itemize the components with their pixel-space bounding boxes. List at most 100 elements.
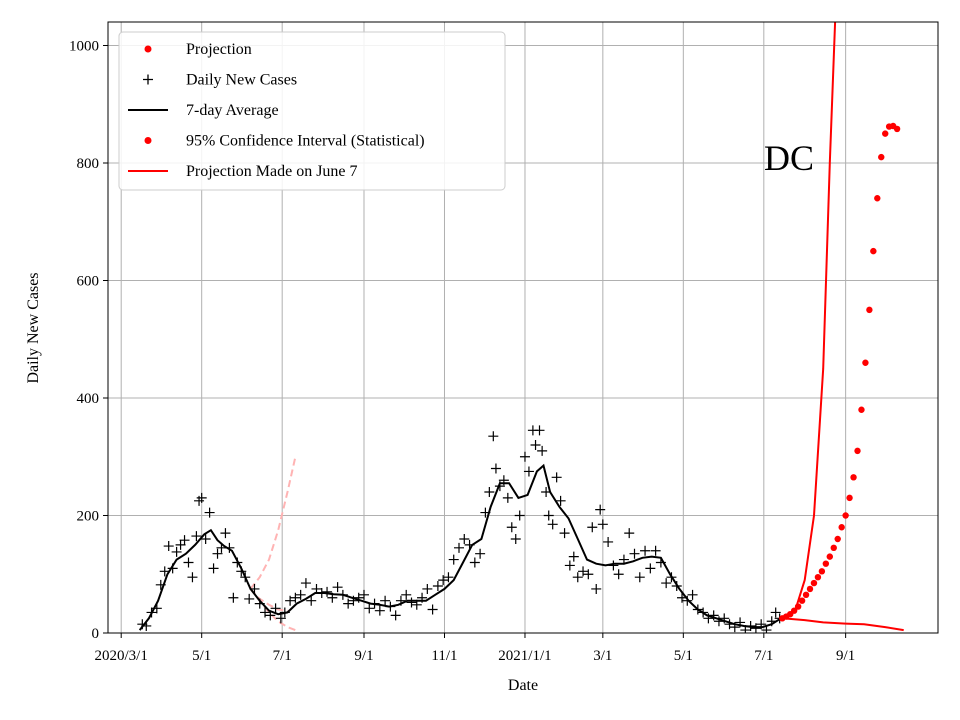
daily-case-marker — [640, 545, 651, 556]
projection-point — [854, 447, 861, 455]
legend-label: 7-day Average — [186, 102, 279, 119]
daily-case-marker — [713, 616, 724, 627]
daily-case-marker — [208, 563, 219, 574]
daily-case-marker — [568, 551, 579, 562]
daily-case-marker — [204, 507, 215, 518]
daily-case-marker — [374, 605, 385, 616]
daily-case-marker — [766, 616, 777, 627]
daily-case-marker — [348, 595, 359, 606]
daily-case-marker — [603, 536, 614, 547]
daily-case-marker — [484, 487, 495, 497]
daily-case-marker — [587, 522, 598, 533]
legend-marker-dot — [144, 45, 152, 53]
daily-case-marker — [671, 581, 682, 591]
projection-point — [866, 306, 873, 314]
daily-case-marker — [519, 451, 530, 462]
projection-point — [806, 585, 814, 593]
daily-case-marker — [137, 619, 148, 630]
daily-case-marker — [724, 619, 735, 630]
daily-case-marker — [650, 545, 661, 556]
daily-case-marker — [708, 610, 719, 621]
daily-case-marker — [756, 619, 767, 630]
x-tick-label: 5/1 — [674, 648, 693, 664]
series-layer — [137, 22, 904, 633]
y-axis-ticks: 0 200 400 600 800 1000 — [69, 39, 108, 642]
95-confidence-interval-statistical-line — [782, 617, 904, 632]
daily-case-marker — [427, 604, 438, 615]
daily-case-marker — [422, 583, 433, 594]
daily-case-marker — [432, 581, 443, 591]
daily-case-marker — [244, 593, 255, 604]
daily-case-marker — [146, 607, 157, 618]
daily-case-marker — [475, 548, 486, 559]
projection-point — [878, 153, 885, 161]
daily-case-marker — [167, 563, 178, 574]
legend-marker-plus — [143, 74, 153, 85]
daily-case-marker — [692, 604, 703, 615]
daily-case-marker — [163, 541, 174, 552]
legend-label: Projection Made on June 7 — [186, 163, 358, 180]
daily-case-marker — [624, 528, 635, 539]
daily-case-marker — [364, 603, 375, 614]
daily-case-marker — [498, 475, 509, 486]
daily-case-marker — [406, 597, 417, 608]
daily-case-marker — [583, 569, 594, 580]
daily-case-marker — [358, 589, 369, 600]
daily-case-marker — [306, 595, 317, 606]
daily-case-marker — [322, 586, 333, 597]
daily-case-marker — [275, 613, 286, 624]
daily-case-marker — [311, 583, 322, 594]
daily-case-marker — [514, 510, 525, 521]
x-tick-label: 2021/1/1 — [498, 648, 551, 664]
legend: Projection Daily New Cases 7-day Average 95… — [118, 31, 506, 191]
daily-case-marker — [183, 557, 194, 568]
daily-case-marker — [443, 572, 454, 583]
daily-case-marker — [547, 519, 558, 530]
projection-point — [858, 406, 865, 413]
daily-case-marker — [729, 622, 740, 633]
daily-case-marker — [618, 554, 629, 565]
daily-case-marker — [740, 625, 751, 633]
projection-point — [826, 553, 833, 560]
daily-case-marker — [534, 425, 545, 436]
daily-case-marker — [608, 560, 619, 571]
daily-case-marker — [228, 592, 239, 603]
daily-case-marker — [438, 575, 449, 586]
daily-case-marker — [295, 589, 306, 600]
projection-point — [850, 474, 857, 481]
daily-case-marker — [220, 528, 231, 539]
x-tick-label: 2020/3/1 — [95, 648, 148, 664]
daily-case-marker — [337, 589, 348, 600]
daily-case-marker — [454, 542, 465, 553]
legend-label: Daily New Cases — [186, 72, 297, 89]
daily-case-marker — [761, 625, 772, 633]
projection-point — [893, 125, 901, 133]
y-tick-label: 600 — [77, 274, 100, 290]
projection-point — [822, 560, 830, 567]
daily-case-marker — [290, 592, 301, 603]
daily-case-marker — [411, 599, 422, 610]
daily-case-marker — [285, 595, 296, 606]
legend-label: 95% Confidence Interval (Statistical) — [186, 133, 425, 150]
daily-case-marker — [698, 607, 709, 618]
daily-case-marker — [572, 572, 583, 583]
daily-case-marker — [155, 579, 166, 590]
y-tick-label: 200 — [77, 509, 100, 525]
projection-point — [814, 573, 822, 581]
daily-case-marker — [260, 607, 271, 618]
daily-case-marker — [212, 548, 223, 559]
daily-case-marker — [578, 566, 589, 577]
daily-case-marker — [480, 507, 491, 518]
daily-case-marker — [332, 582, 343, 593]
projection-point — [834, 535, 841, 543]
daily-case-marker — [677, 592, 688, 603]
daily-case-marker — [719, 613, 730, 624]
daily-case-marker — [300, 578, 311, 589]
projection-point — [870, 247, 877, 255]
projection-point — [838, 524, 845, 531]
projection-point — [846, 494, 853, 502]
daily-case-marker — [629, 548, 640, 559]
daily-case-marker — [141, 620, 152, 631]
daily-case-marker — [200, 534, 211, 544]
